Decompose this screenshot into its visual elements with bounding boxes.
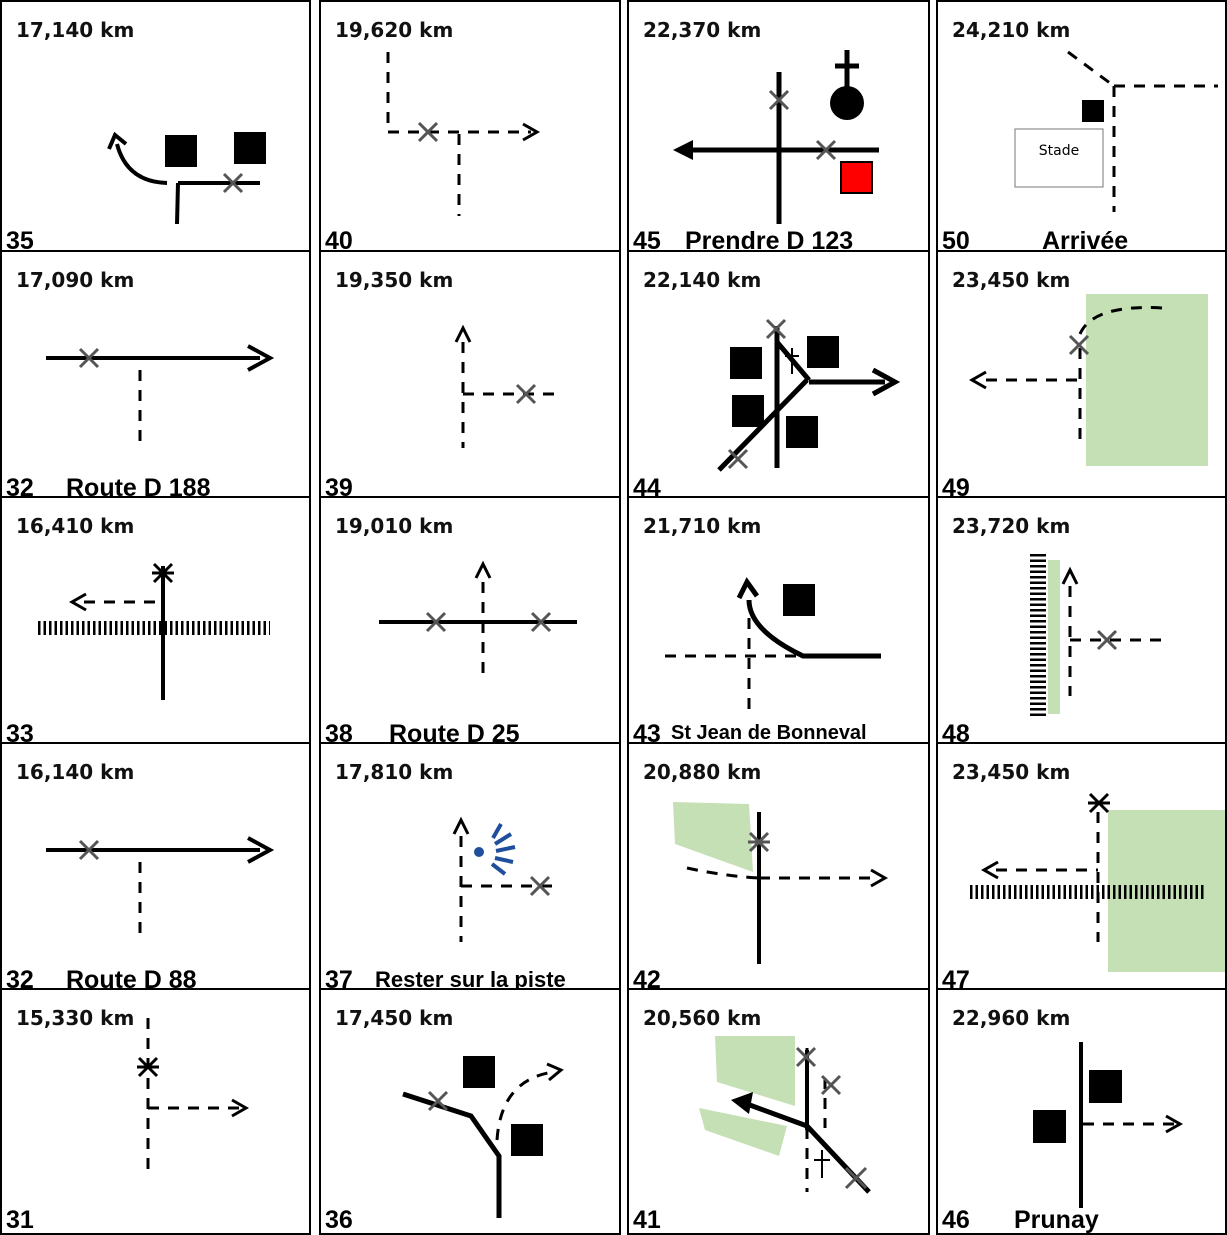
distance-label: 19,620 km xyxy=(335,18,454,42)
diagram-45 xyxy=(673,50,879,224)
step-number: 40 xyxy=(325,227,353,255)
step-number: 31 xyxy=(6,1206,34,1234)
diagram-33 xyxy=(38,562,270,700)
distance-label: 19,350 km xyxy=(335,268,454,292)
distance-label: 22,960 km xyxy=(952,1006,1071,1030)
roadbook-cell-49: 23,450 km 49 xyxy=(936,250,1227,503)
roadbook-cell-50: Stade 24,210 km 50 Arrivée xyxy=(936,0,1227,256)
stadium-label: Stade xyxy=(1039,143,1079,159)
distance-label: 16,140 km xyxy=(16,760,135,784)
diagram-50: Stade xyxy=(1014,50,1218,212)
step-number: 45 xyxy=(633,227,661,255)
diagram-36 xyxy=(402,1056,564,1218)
diagram-35 xyxy=(107,131,266,225)
roadbook-cell-38: 19,010 km 38 Route D 25 xyxy=(319,496,621,749)
distance-label: 23,720 km xyxy=(952,514,1071,538)
diagram-38 xyxy=(379,560,577,678)
roadbook-cell-48: 23,720 km 48 xyxy=(936,496,1227,749)
diagram-40 xyxy=(386,52,541,216)
diagram-47 xyxy=(970,792,1225,972)
distance-label: 20,880 km xyxy=(643,760,762,784)
diagram-42 xyxy=(673,802,889,964)
distance-label: 21,710 km xyxy=(643,514,762,538)
diagram-32-b xyxy=(46,836,275,934)
distance-label: 17,810 km xyxy=(335,760,454,784)
roadbook-cell-32-a: 17,090 km 32 Route D 188 xyxy=(0,250,311,503)
roadbook-cell-44: 22,140 km 44 xyxy=(627,250,930,503)
step-instruction: Prendre D 123 xyxy=(685,227,854,255)
diagram-49 xyxy=(968,294,1208,466)
step-instruction: Arrivée xyxy=(1042,227,1129,255)
distance-label: 20,560 km xyxy=(643,1006,762,1030)
step-instruction: Prunay xyxy=(1014,1206,1099,1234)
roadbook-cell-45: 22,370 km 45 Prendre D 123 xyxy=(627,0,930,256)
distance-label: 19,010 km xyxy=(335,514,454,538)
diagram-41 xyxy=(699,1036,871,1194)
diagram-48 xyxy=(1030,554,1164,716)
distance-label: 23,450 km xyxy=(952,760,1071,784)
roadbook-cell-39: 19,350 km 39 xyxy=(319,250,621,503)
roadbook-cell-43: 21,710 km 43 St Jean de Bonneval xyxy=(627,496,930,749)
roadbook-cell-33: 16,410 km 33 xyxy=(0,496,311,749)
step-number: 46 xyxy=(942,1206,970,1234)
roadbook-cell-36: 17,450 km 36 xyxy=(319,988,621,1235)
diagram-37 xyxy=(452,816,557,942)
distance-label: 15,330 km xyxy=(16,1006,135,1030)
distance-label: 16,410 km xyxy=(16,514,135,538)
step-instruction: Rester sur la piste xyxy=(375,967,566,992)
distance-label: 17,090 km xyxy=(16,268,135,292)
distance-label: 17,450 km xyxy=(335,1006,454,1030)
distance-label: 17,140 km xyxy=(16,18,135,42)
roadbook-cell-37: 17,810 km 37 Rester sur la piste xyxy=(319,742,621,995)
roadbook-cell-41: 20,560 km 41 xyxy=(627,988,930,1235)
roadbook-cell-40: 19,620 km 40 xyxy=(319,0,621,256)
diagram-44 xyxy=(717,318,901,472)
distance-label: 22,370 km xyxy=(643,18,762,42)
step-number: 35 xyxy=(6,227,34,255)
diagram-46 xyxy=(1033,1042,1184,1208)
roadbook-cell-46: 22,960 km 46 Prunay xyxy=(936,988,1227,1235)
roadbook-cell-42: 20,880 km 42 xyxy=(627,742,930,995)
step-number: 41 xyxy=(633,1206,661,1234)
diagram-43 xyxy=(665,577,881,716)
distance-label: 24,210 km xyxy=(952,18,1071,42)
step-number: 36 xyxy=(325,1206,353,1234)
diagram-39 xyxy=(454,324,555,448)
step-instruction: St Jean de Bonneval xyxy=(671,722,867,744)
step-number: 50 xyxy=(942,227,970,255)
roadbook-cell-47: 23,450 km 47 xyxy=(936,742,1227,995)
water-point-icon xyxy=(474,847,484,857)
roadbook-cell-35: 17,140 km 35 xyxy=(0,0,311,256)
roadbook-cell-32-b: 16,140 km 32 Route D 88 xyxy=(0,742,311,995)
diagram-32-a xyxy=(46,344,275,442)
distance-label: 22,140 km xyxy=(643,268,762,292)
roadbook-cell-31: 15,330 km 31 xyxy=(0,988,311,1235)
distance-label: 23,450 km xyxy=(952,268,1071,292)
diagram-31 xyxy=(137,1018,250,1178)
